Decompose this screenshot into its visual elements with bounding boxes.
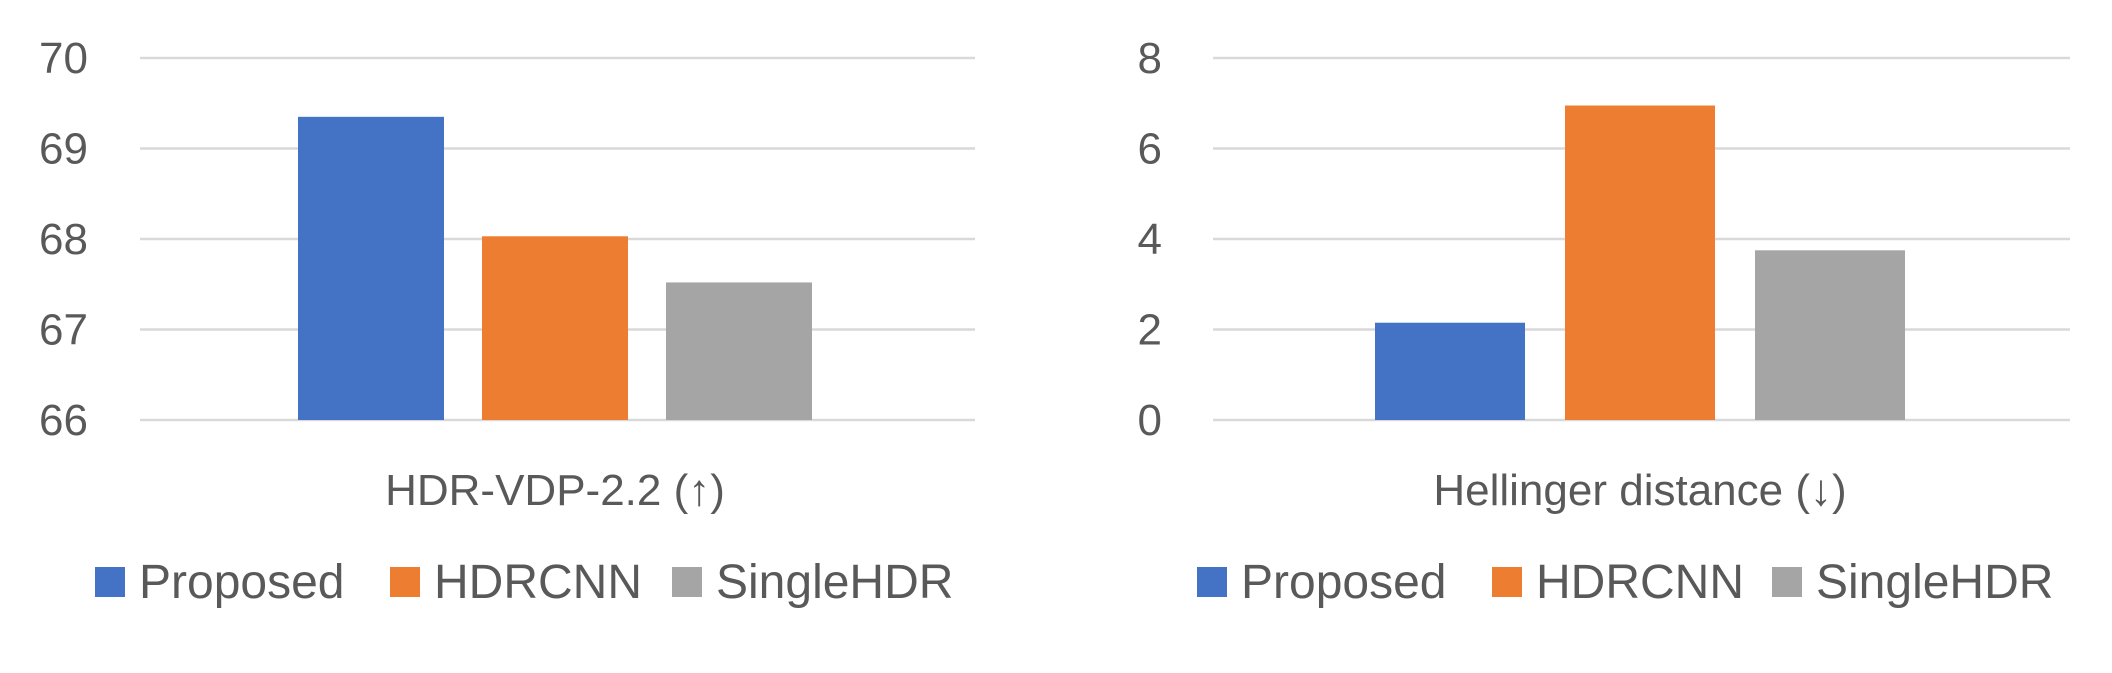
legend-label-singlehdr: SingleHDR [1816,556,2053,609]
ytick-label: 4 [1138,215,1162,264]
legend-left: Proposed HDRCNN SingleHDR [95,556,953,609]
x-axis-label: HDR-VDP-2.2 (↑) [385,466,725,515]
ytick-label: 2 [1138,306,1162,355]
bar-singlehdr [666,282,812,420]
bar-proposed [298,116,444,420]
legend-swatch-singlehdr [1772,567,1802,597]
legend-swatch-hdrcnn [390,567,420,597]
legend-label-hdrcnn: HDRCNN [434,556,642,609]
bar-singlehdr [1755,250,1905,420]
chart-left: 66 67 68 69 70 HDR-VDP-2.2 (↑) Proposed … [39,34,975,609]
bars-left [298,116,812,420]
bar-proposed [1375,322,1525,420]
legend-label-singlehdr: SingleHDR [716,556,953,609]
legend-right: Proposed HDRCNN SingleHDR [1197,556,2053,609]
ytick-label: 69 [39,125,88,174]
bar-hdrcnn [482,236,628,420]
bar-hdrcnn [1565,105,1715,420]
legend-swatch-hdrcnn [1492,567,1522,597]
chart-right: 0 2 4 6 8 Hellinger distance (↓) Propose… [1138,34,2070,609]
ytick-label: 66 [39,396,88,445]
legend-swatch-proposed [1197,567,1227,597]
x-axis-label: Hellinger distance (↓) [1433,466,1846,515]
legend-swatch-proposed [95,567,125,597]
ytick-label: 70 [39,34,88,83]
legend-label-hdrcnn: HDRCNN [1536,556,1744,609]
ytick-label: 67 [39,306,88,355]
legend-label-proposed: Proposed [139,556,344,609]
legend-swatch-singlehdr [672,567,702,597]
ytick-label: 0 [1138,396,1162,445]
ytick-label: 68 [39,215,88,264]
ytick-labels-right: 0 2 4 6 8 [1138,34,1162,445]
ytick-label: 6 [1138,125,1162,174]
ytick-label: 8 [1138,34,1162,83]
bars-right [1375,105,1905,420]
legend-label-proposed: Proposed [1241,556,1446,609]
ytick-labels-left: 66 67 68 69 70 [39,34,88,445]
